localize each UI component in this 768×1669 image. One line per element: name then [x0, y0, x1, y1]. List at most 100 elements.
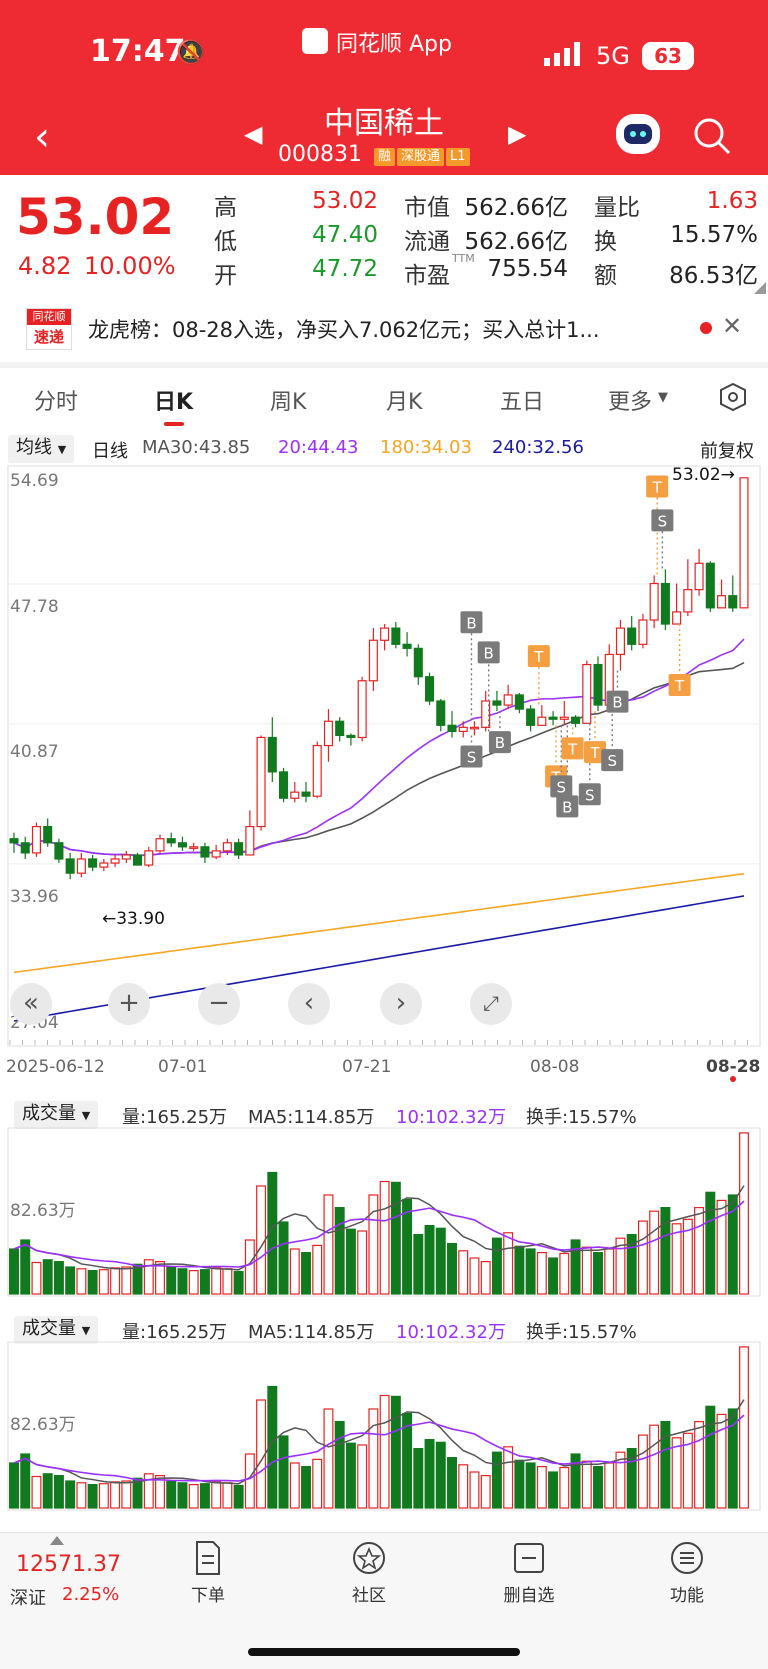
pan-right-icon[interactable]: › [380, 983, 422, 1025]
volume-bar [199, 1269, 210, 1295]
tab-weekly-k[interactable]: 周K [270, 390, 307, 415]
adjust-mode[interactable]: 前复权 [700, 441, 754, 462]
stock-tags: 融深股通 L1 [372, 145, 470, 166]
open-label: 开 [214, 263, 237, 289]
network-label: 5G [596, 42, 630, 70]
home-indicator [248, 1648, 520, 1656]
volume-selector-label: 成交量 [22, 1103, 76, 1124]
volume-bar [682, 1432, 693, 1509]
index-value[interactable]: 12571.37 [16, 1552, 121, 1577]
volume-bar [548, 1471, 559, 1509]
ma-selector[interactable]: 均线 ▼ [8, 435, 75, 463]
volume-bar [536, 1251, 547, 1295]
candle [155, 838, 165, 852]
expand-corner-icon[interactable] [754, 282, 766, 294]
candle [335, 720, 345, 737]
robot-assistant-icon[interactable] [616, 114, 660, 154]
candle [615, 627, 625, 656]
candle [267, 736, 277, 773]
volume-bar [615, 1237, 626, 1295]
nav-remove-watchlist[interactable]: 删自选 [484, 1540, 574, 1606]
candle [312, 744, 322, 797]
volume-chart[interactable]: 82.63万 [0, 1126, 768, 1298]
volume-bar [98, 1269, 109, 1295]
back-icon[interactable]: ‹ [34, 114, 50, 160]
candle [649, 582, 659, 621]
collapse-left-icon[interactable]: « [10, 983, 52, 1025]
candle [739, 477, 749, 609]
tab-monthly-k[interactable]: 月K [386, 390, 423, 415]
close-icon[interactable]: ✕ [722, 312, 743, 340]
news-bar[interactable]: 同花顺 速递 龙虎榜：08-28入选，净买入7.062亿元；买入总计1... ✕ [0, 298, 768, 358]
zoom-in-icon[interactable]: + [108, 983, 150, 1025]
settings-hexagon-icon[interactable] [718, 382, 748, 416]
ma180-line [13, 872, 745, 974]
volume-bar [671, 1223, 682, 1295]
volume-bar [694, 1206, 705, 1295]
volume-bar [121, 1480, 132, 1509]
candle [279, 771, 289, 799]
signal-label: T [674, 677, 685, 695]
amount-value: 86.53亿 [669, 263, 758, 289]
remove-watchlist-icon [514, 1543, 544, 1573]
signal-label: B [612, 694, 622, 712]
volume-bar [155, 1475, 165, 1509]
tab-more[interactable]: 更多 [608, 390, 653, 415]
period-label: 日线 [92, 441, 128, 462]
pan-left-icon[interactable]: ‹ [288, 983, 330, 1025]
volume-selector-2[interactable]: 成交量 ▼ [14, 1316, 99, 1344]
mute-icon: 🔕 [176, 38, 206, 66]
candle [121, 854, 131, 860]
signal-label: B [484, 644, 494, 662]
float-cap-label: 流通 [404, 229, 450, 255]
zoom-out-icon[interactable]: − [198, 983, 240, 1025]
tab-five-day[interactable]: 五日 [500, 390, 545, 415]
tab-daily-k[interactable]: 日K [154, 390, 194, 415]
candle [222, 842, 232, 852]
candlestick-chart[interactable]: BBSBTTSBTSTSBTST 54.69 47.78 40.87 33.96… [0, 462, 768, 1052]
index-name: 深证 [10, 1588, 46, 1609]
fullscreen-icon[interactable]: ⤢ [470, 983, 512, 1025]
signal-badge [460, 611, 483, 634]
volume-bar [222, 1268, 233, 1295]
nav-community-label: 社区 [352, 1586, 386, 1606]
volume-bar [424, 1224, 435, 1295]
volume-bar [278, 1221, 289, 1295]
volume-bar [98, 1483, 109, 1509]
volume-ma5-line [13, 1185, 745, 1271]
divider [0, 362, 768, 368]
signal-label: S [607, 752, 617, 770]
volume-bar [166, 1266, 177, 1295]
volume-bar [491, 1451, 502, 1509]
volume-bar [222, 1482, 233, 1509]
signal-label: B [562, 798, 572, 816]
nav-functions[interactable]: 功能 [642, 1540, 732, 1606]
volume-bar [390, 1395, 401, 1509]
volume-bar [199, 1483, 210, 1509]
candle [627, 627, 637, 645]
ma30-line [13, 661, 745, 857]
volume-bar [211, 1481, 222, 1509]
search-icon[interactable] [692, 116, 732, 160]
candle [425, 676, 435, 702]
candle [548, 716, 558, 720]
candle [413, 647, 423, 678]
candle [694, 562, 704, 591]
next-stock-icon[interactable]: ▶ [508, 120, 527, 148]
candle [582, 663, 592, 724]
tab-intraday[interactable]: 分时 [34, 390, 79, 415]
volume-bar [458, 1464, 469, 1509]
signal-badge [527, 645, 550, 668]
nav-community[interactable]: 社区 [324, 1540, 414, 1606]
nav-order[interactable]: 下单 [163, 1540, 253, 1606]
volume-bar [76, 1482, 87, 1509]
volume-bar [739, 1346, 749, 1509]
volume-bar [559, 1252, 570, 1295]
prev-stock-icon[interactable]: ◀ [244, 120, 263, 148]
volume-bar [357, 1230, 368, 1295]
volume-chart-2[interactable]: 82.63万 [0, 1340, 768, 1512]
volume-bar [301, 1251, 311, 1295]
candle [200, 846, 210, 858]
volume-bar [53, 1261, 64, 1295]
volume-selector[interactable]: 成交量 ▼ [14, 1101, 99, 1129]
